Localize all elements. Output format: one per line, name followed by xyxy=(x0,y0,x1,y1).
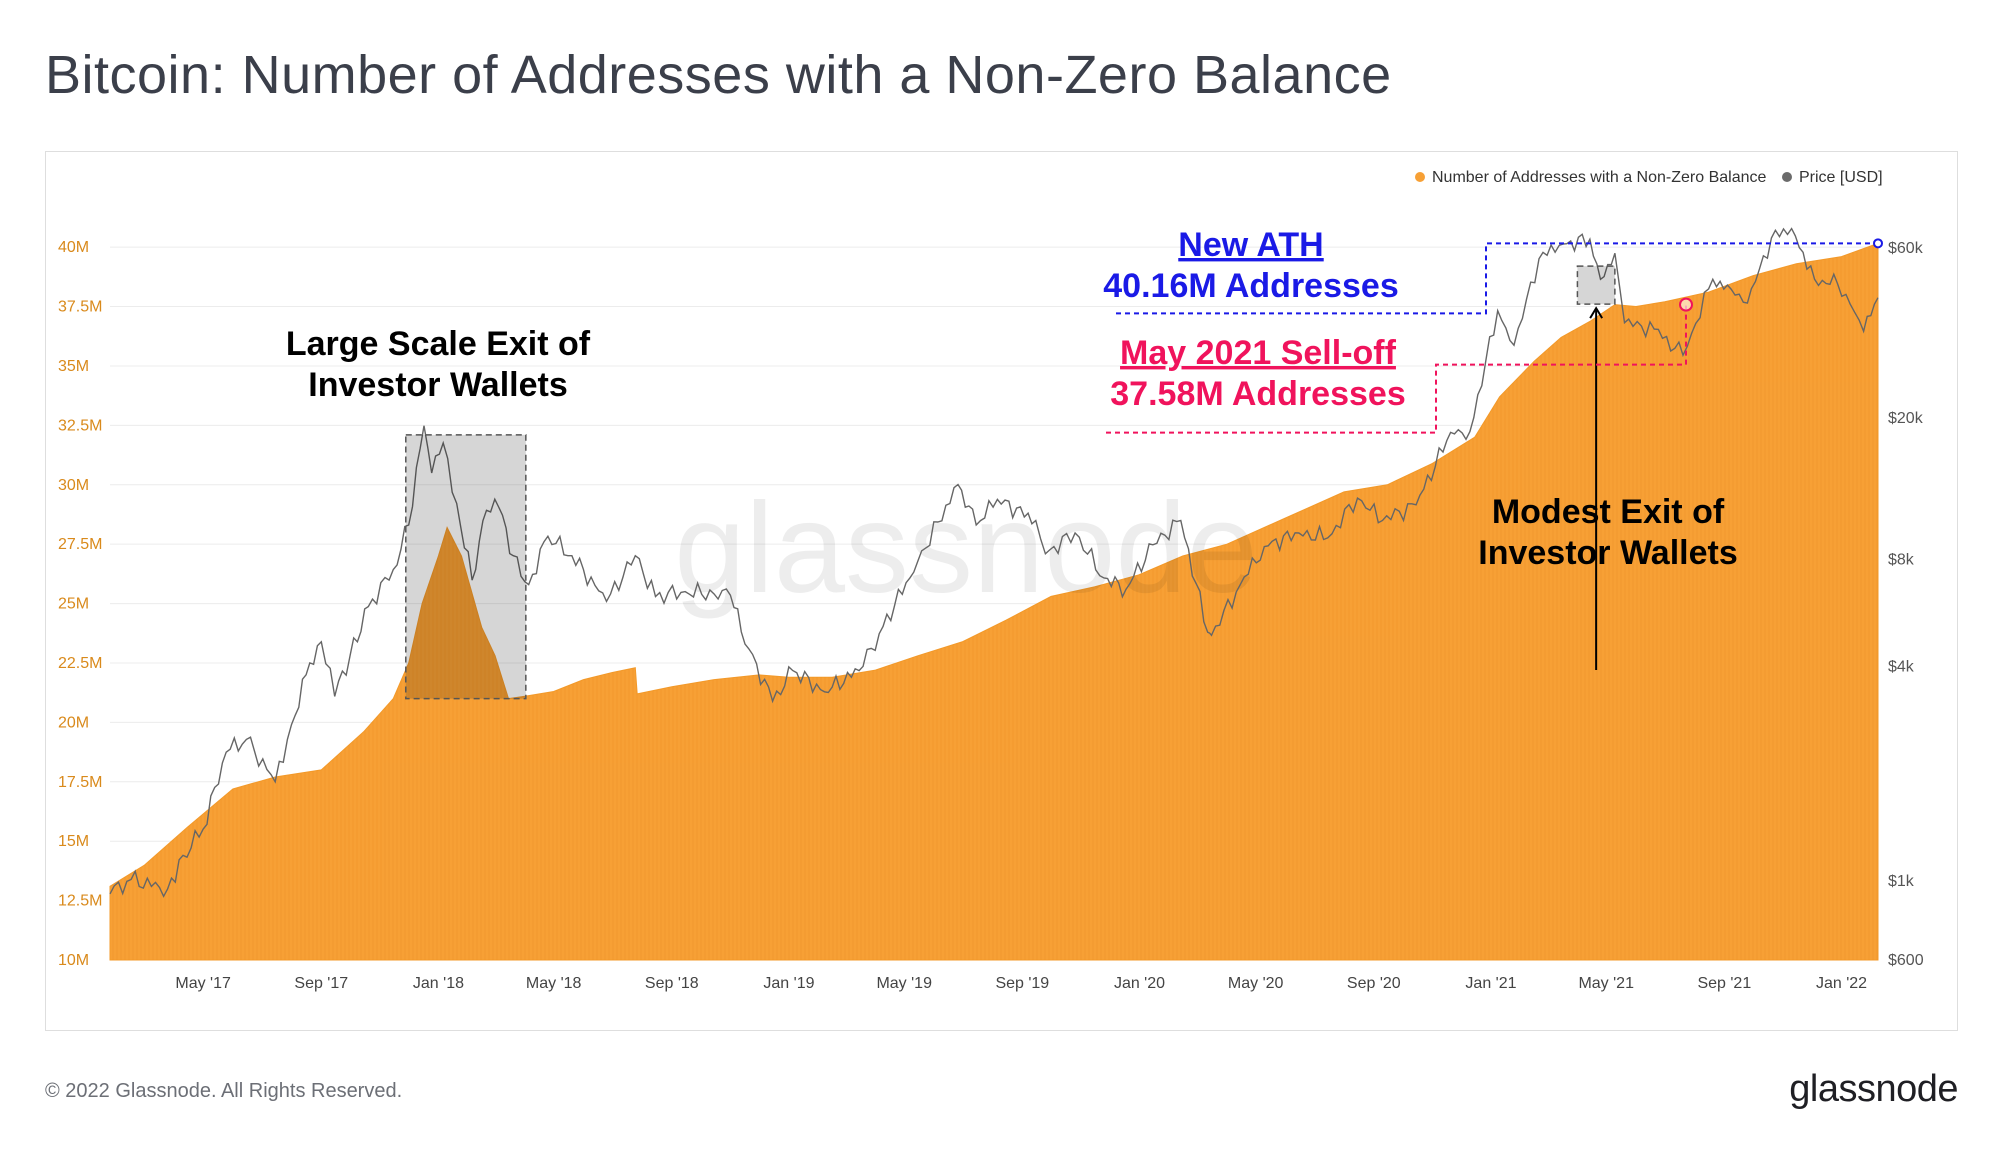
y-left-tick-label: 30M xyxy=(58,477,89,494)
y-left-tick-label: 25M xyxy=(58,596,89,613)
legend-label-price: Price [USD] xyxy=(1799,169,1883,186)
x-tick-label: Sep '18 xyxy=(645,975,699,992)
x-tick-label: Jan '20 xyxy=(1114,975,1165,992)
y-left-tick-label: 10M xyxy=(58,952,89,969)
y-left-tick-label: 27.5M xyxy=(58,536,102,553)
x-tick-label: Sep '20 xyxy=(1347,975,1401,992)
large-exit-box xyxy=(405,434,527,700)
series-addresses-area xyxy=(109,242,1879,961)
y-left-tick-label: 35M xyxy=(58,358,89,375)
series-price-line xyxy=(109,227,1879,898)
y-right-tick-label: $1k xyxy=(1888,873,1915,890)
y-right-tick-label: $4k xyxy=(1888,659,1915,676)
ath-label: New ATH xyxy=(1178,226,1323,264)
y-right-tick-label: $20k xyxy=(1888,410,1924,427)
x-tick-label: Sep '19 xyxy=(995,975,1049,992)
x-tick-label: Jan '21 xyxy=(1465,975,1516,992)
y-right-tick-label: $600 xyxy=(1888,952,1924,969)
modest-exit-arrowhead xyxy=(1589,306,1603,319)
selloff-marker xyxy=(1679,297,1693,312)
footer-copyright: © 2022 Glassnode. All Rights Reserved. xyxy=(45,1080,403,1102)
x-tick-label: Jan '22 xyxy=(1816,975,1867,992)
x-tick-label: May '17 xyxy=(175,975,231,992)
x-tick-label: Jan '18 xyxy=(413,975,464,992)
y-right-tick-label: $8k xyxy=(1888,552,1915,569)
ath-marker xyxy=(1873,238,1883,249)
y-left-tick-label: 37.5M xyxy=(58,299,102,316)
x-tick-label: May '20 xyxy=(1228,975,1284,992)
x-tick-label: Sep '17 xyxy=(294,975,348,992)
footer-brand-logo: glassnode xyxy=(1789,1068,1958,1110)
ath-guide xyxy=(1116,242,1878,315)
y-left-tick-label: 32.5M xyxy=(58,417,102,434)
y-left-tick-label: 17.5M xyxy=(58,774,102,791)
y-right-tick-label: $60k xyxy=(1888,240,1924,257)
legend-swatch-price xyxy=(1782,172,1792,182)
selloff-label: 37.58M Addresses xyxy=(1110,375,1405,413)
chart-svg: 10M 12.5M 15M 17.5M 20M 22.5M 25M 27.5M 30M 32.5M… xyxy=(58,169,1924,992)
page-title: Bitcoin: Number of Addresses with a Non-… xyxy=(45,45,1392,105)
x-tick-label: May '19 xyxy=(876,975,932,992)
chart-frame: 10M 12.5M 15M 17.5M 20M 22.5M 25M 27.5M 30M 32.5M… xyxy=(45,151,1958,1031)
y-left-tick-label: 40M xyxy=(58,239,89,256)
y-left-tick-label: 15M xyxy=(58,833,89,850)
large-exit-label: Large Scale Exit of xyxy=(286,325,591,363)
selloff-guide xyxy=(1106,304,1687,434)
y-left-tick-label: 12.5M xyxy=(58,893,102,910)
modest-exit-label: Modest Exit of xyxy=(1492,493,1725,531)
x-tick-label: May '21 xyxy=(1578,975,1634,992)
modest-exit-label: Investor Wallets xyxy=(1478,534,1737,572)
x-tick-label: Sep '21 xyxy=(1697,975,1751,992)
watermark: glassnode xyxy=(674,477,1258,620)
large-exit-label: Investor Wallets xyxy=(308,366,567,404)
selloff-label: May 2021 Sell-off xyxy=(1120,334,1397,372)
ath-label: 40.16M Addresses xyxy=(1103,267,1398,305)
y-left-tick-label: 20M xyxy=(58,714,89,731)
legend-label-addresses: Number of Addresses with a Non-Zero Bala… xyxy=(1432,169,1766,186)
legend-swatch-addresses xyxy=(1415,172,1425,182)
x-tick-label: May '18 xyxy=(526,975,582,992)
modest-exit-box xyxy=(1576,265,1616,305)
y-left-tick-label: 22.5M xyxy=(58,655,102,672)
x-tick-label: Jan '19 xyxy=(763,975,814,992)
